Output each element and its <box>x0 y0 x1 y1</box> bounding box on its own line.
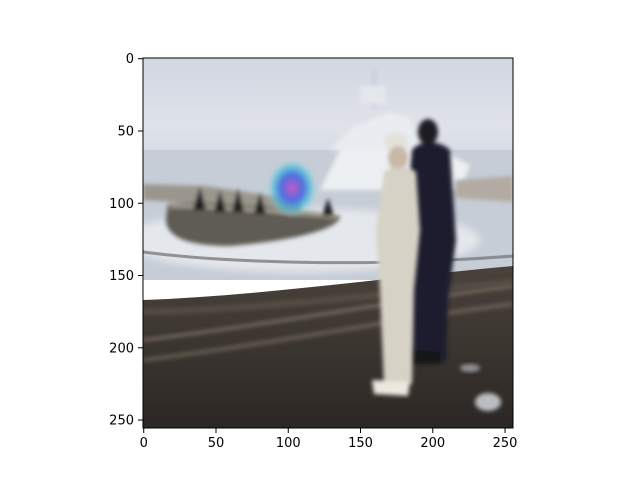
y-tick-label: 200 <box>109 341 134 356</box>
y-tick-label: 250 <box>109 414 134 429</box>
x-tick-label: 0 <box>140 436 148 451</box>
y-tick-label: 50 <box>117 124 134 139</box>
color-glow <box>266 158 318 218</box>
x-tick-label: 200 <box>420 436 445 451</box>
x-tick-label: 150 <box>348 436 373 451</box>
axes-frame <box>142 57 514 429</box>
ship-deck <box>143 266 513 428</box>
image-content <box>143 58 513 428</box>
y-tick-label: 100 <box>109 197 134 212</box>
y-tick-label: 0 <box>126 52 134 67</box>
x-tick-label: 50 <box>208 436 225 451</box>
y-tick-label: 150 <box>109 269 134 284</box>
x-tick-label: 100 <box>276 436 301 451</box>
figure-sailor <box>372 132 420 396</box>
y-axis: 0 50 100 150 200 250 <box>109 52 143 429</box>
dock-structure <box>455 176 513 202</box>
x-axis: 0 50 100 150 200 250 <box>140 428 518 451</box>
x-tick-label: 250 <box>493 436 518 451</box>
